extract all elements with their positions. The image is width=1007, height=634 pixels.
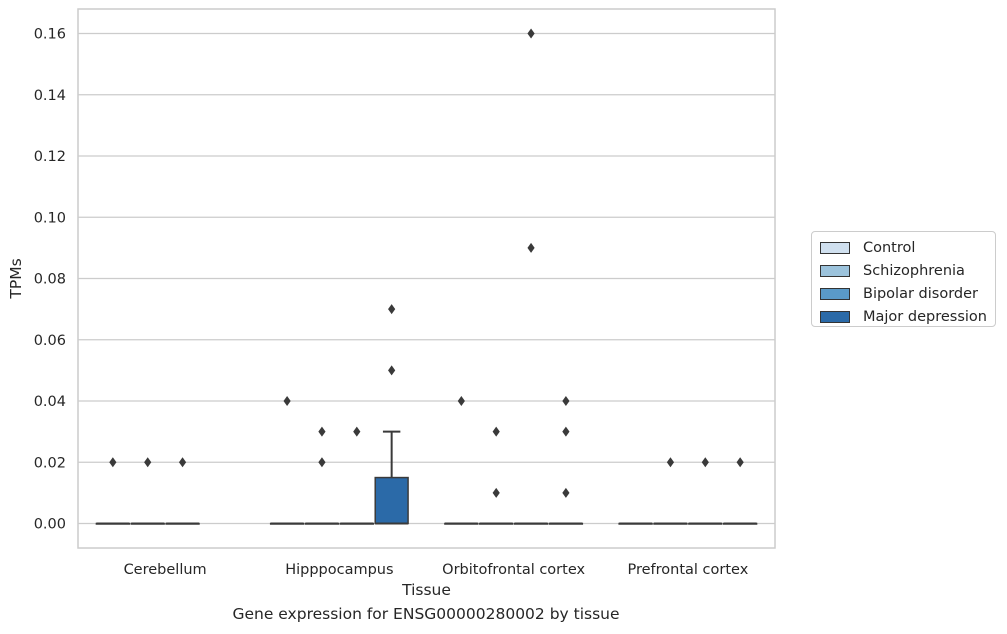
outlier-point (527, 28, 535, 39)
y-tick-label: 0.04 (34, 394, 66, 410)
y-tick-label: 0.06 (34, 333, 66, 349)
legend-swatch (820, 241, 850, 254)
outlier-point (562, 487, 570, 498)
plot-frame (77, 8, 776, 549)
legend-label: Schizophrenia (863, 262, 965, 279)
outlier-point (562, 396, 570, 406)
legend-swatch (820, 264, 850, 277)
outlier-point (388, 365, 396, 376)
legend-item-major-depression: Major depression (820, 305, 987, 328)
x-tick-label: Prefrontal cortex (627, 562, 748, 578)
outlier-point (527, 242, 535, 253)
y-tick-label: 0.00 (34, 517, 66, 533)
y-tick-label: 0.16 (34, 27, 66, 43)
legend: Control Schizophrenia Bipolar disorder M… (811, 231, 996, 327)
outlier-point (318, 457, 326, 468)
legend-swatch (820, 287, 850, 300)
y-tick-label: 0.10 (34, 210, 66, 226)
legend-item-schizophrenia: Schizophrenia (820, 259, 987, 282)
x-axis-label: Tissue (401, 581, 451, 599)
y-tick-label: 0.02 (34, 455, 66, 471)
legend-swatch (820, 310, 850, 323)
outlier-point (109, 457, 117, 468)
outlier-point (144, 457, 152, 468)
outlier-point (736, 457, 744, 468)
x-tick-label: Orbitofrontal cortex (442, 562, 585, 578)
outlier-point (283, 396, 291, 406)
y-tick-label: 0.12 (34, 149, 66, 165)
x-tick-label: Cerebellum (124, 562, 207, 578)
outlier-point (701, 457, 709, 468)
outlier-point (457, 396, 465, 406)
chart-caption: Gene expression for ENSG00000280002 by t… (232, 605, 620, 623)
legend-label: Major depression (863, 308, 987, 325)
y-tick-label: 0.14 (34, 88, 66, 104)
outlier-point (492, 487, 500, 498)
outlier-point (666, 457, 675, 468)
legend-label: Control (863, 239, 916, 256)
outlier-point (492, 426, 500, 437)
legend-item-bipolar: Bipolar disorder (820, 282, 987, 305)
outlier-point (388, 304, 396, 315)
legend-item-control: Control (820, 236, 987, 259)
outlier-point (562, 426, 570, 437)
y-axis-label: TPMs (7, 258, 25, 299)
outlier-point (318, 426, 326, 437)
outlier-point (178, 457, 187, 468)
box (374, 476, 409, 525)
x-tick-label: Hipppocampus (285, 562, 393, 578)
legend-label: Bipolar disorder (863, 285, 978, 302)
y-tick-label: 0.08 (34, 272, 66, 288)
outlier-point (353, 426, 361, 437)
